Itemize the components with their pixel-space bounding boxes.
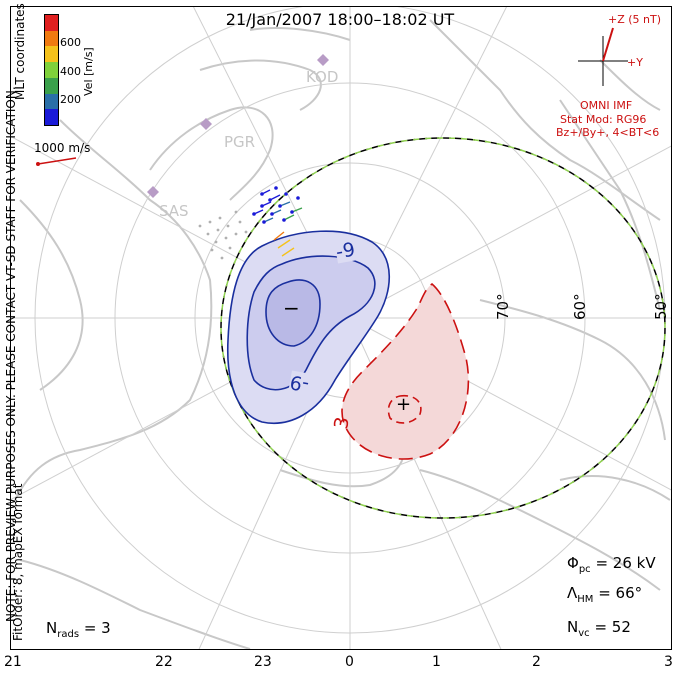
colorbar-swatch [45,109,58,126]
colorbar-swatch [45,77,58,94]
colorbar-label: Vel [m/s] [82,47,95,96]
station-label-kod: KOD [306,68,339,86]
mlt-label: 0 [345,654,354,670]
potential-maximum-marker: + [396,394,412,415]
colorbar-tick: 600 [60,36,81,49]
velocity-scale-bar [36,157,77,166]
latitude-label-60: 60° [571,293,589,320]
imf-source: OMNI IMF [580,99,633,112]
mlt-label: 1 [432,654,441,670]
imf-vector [602,27,614,62]
imf-z-label: +Z (5 nT) [608,13,662,26]
colorbar [44,14,59,126]
nvc-stat: Nvc = 52 [567,618,631,639]
nvc-symbol: N [567,618,579,636]
velocity-scale-label: 1000 m/s [34,141,91,155]
colorbar-swatch [45,93,58,110]
station-marker-sas [147,186,159,198]
nrads-stat: Nrads = 3 [46,619,111,640]
station-markers [147,54,329,198]
map-title: 21/Jan/2007 18:00–18:02 UT [225,10,455,29]
latitude-label-70: 70° [494,293,512,320]
colorbar-swatch [45,62,58,78]
lambda-symbol: Λ [567,584,578,602]
hm-boundary-green [220,137,666,519]
imf-dial [578,27,628,86]
phi-value: = 26 kV [595,554,656,572]
imf-y-label: +Y [627,56,643,69]
mlt-label: 2 [532,654,541,670]
imf-model: Stat Mod: RG96 [560,113,647,126]
contour-label-negative: -9 [288,370,311,396]
phi-sub: pc [578,564,591,575]
station-label-pgr: PGR [224,133,256,151]
nrads-symbol: N [46,619,58,637]
hm-latitude-stat: ΛHM = 66° [567,584,642,605]
colorbar-tick: 400 [60,65,81,78]
mlt-label: 22 [155,654,173,670]
plot-frame [10,6,672,650]
latitude-label-50: 50° [652,293,670,320]
station-label-sas: SAS [159,202,189,220]
mlt-label: 23 [254,654,272,670]
coastline-layer [14,19,671,649]
positive-cell-inner [387,394,422,424]
contour-label-negative: -9 [334,238,357,264]
station-marker-kod [317,54,329,66]
lambda-sub: HM [577,594,594,605]
cross-polar-potential-stat: Φpc = 26 kV [567,554,656,575]
lambda-value: = 66° [598,584,643,602]
positive-cell-outer [341,282,470,460]
nrads-value: = 3 [83,619,111,637]
colorbar-swatch [45,46,58,63]
nvc-sub: vc [578,628,590,639]
fit-order-note: FitOrder: 8, mapEX format [11,483,25,641]
colorbar-swatch [45,30,58,47]
nrads-sub: rads [57,629,80,640]
potential-minimum-marker: − [283,296,300,320]
imf-condition: Bz+/By+, 4<BT<6 [556,126,660,139]
fov-gray-dots [198,210,248,260]
station-marker-pgr [200,118,212,130]
vector-origins [252,186,300,224]
nvc-value: = 52 [594,618,631,636]
colorbar-swatch [45,15,58,31]
phi-symbol: Φ [567,554,579,572]
mlt-label: 3 [664,654,673,670]
colorbar-tick: 200 [60,93,81,106]
mlt-label: 21 [4,654,22,670]
negative-cell-inner [265,279,321,347]
